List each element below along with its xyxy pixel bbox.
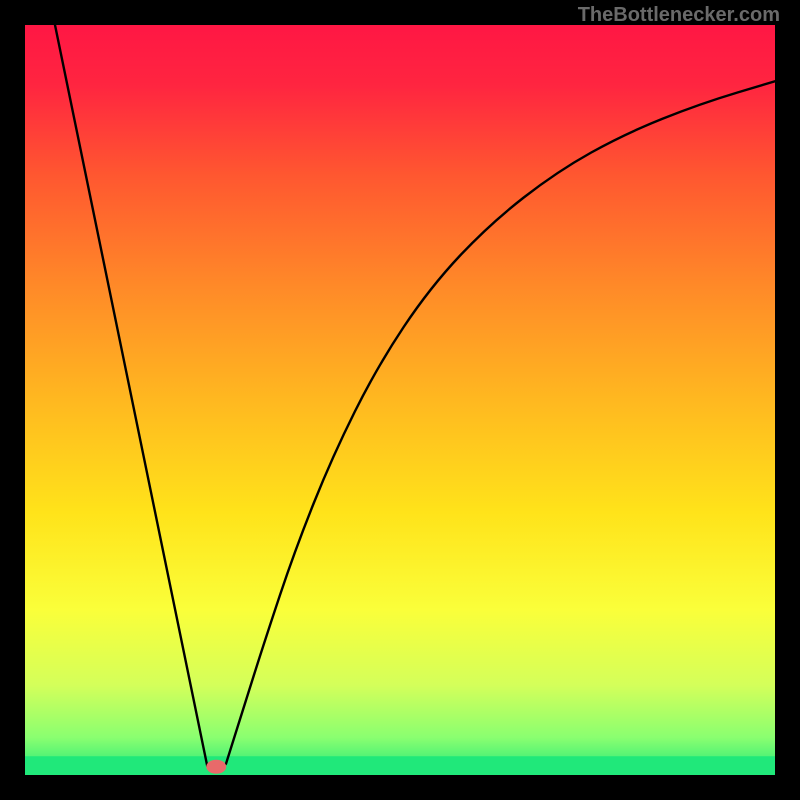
chart-container: TheBottlenecker.com [0, 0, 800, 800]
optimum-marker [206, 760, 226, 774]
plot-area [25, 25, 775, 775]
green-band [25, 756, 775, 775]
watermark-text: TheBottlenecker.com [578, 4, 780, 27]
gradient-background [25, 25, 775, 775]
chart-svg [25, 25, 775, 775]
